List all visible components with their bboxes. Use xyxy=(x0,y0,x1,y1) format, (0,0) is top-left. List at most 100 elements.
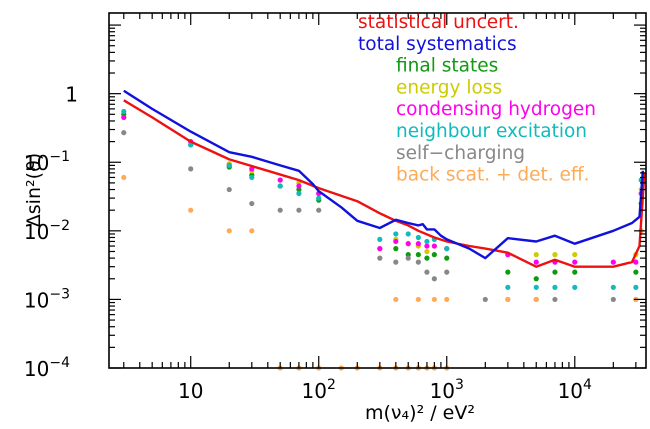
series-layer xyxy=(121,108,644,371)
axis-ticks xyxy=(109,13,646,369)
data-point xyxy=(296,207,302,213)
data-point xyxy=(316,207,322,213)
legend-entry: condensing hydrogen xyxy=(396,99,596,120)
data-point xyxy=(505,296,511,303)
plot-frame xyxy=(108,12,647,369)
data-point xyxy=(226,162,232,168)
x-tick-label: 10 xyxy=(178,379,203,403)
data-point xyxy=(393,259,399,265)
y-tick-label: 1 xyxy=(65,83,78,107)
data-point xyxy=(505,284,511,290)
y-tick-label: 10−1 xyxy=(24,149,70,175)
data-point xyxy=(121,114,127,121)
legend-entry: back scat. + det. eff. xyxy=(396,165,590,186)
data-point xyxy=(415,252,421,258)
data-point xyxy=(377,236,383,242)
data-point xyxy=(377,246,383,252)
data-point xyxy=(633,284,639,290)
legend-entry: final states xyxy=(396,56,498,77)
data-point xyxy=(424,248,430,255)
axis-tick-labels: 10 102 103 104 10−4 10−3 10−2 10−1 1 xyxy=(24,83,592,403)
data-point xyxy=(552,269,558,275)
data-point xyxy=(393,246,399,252)
x-tick-label: 104 xyxy=(558,377,592,403)
data-point xyxy=(393,231,399,237)
data-point xyxy=(505,269,511,275)
data-point xyxy=(431,243,437,249)
legend-entry: self−charging xyxy=(396,143,525,164)
data-point xyxy=(424,243,430,249)
y-tick-label: 10−3 xyxy=(24,286,70,312)
data-point xyxy=(572,284,578,290)
data-point xyxy=(482,296,488,303)
series-line-1 xyxy=(123,89,644,260)
data-point xyxy=(610,259,616,265)
data-point xyxy=(552,296,558,303)
data-point xyxy=(431,252,437,258)
data-point xyxy=(405,231,411,237)
data-point xyxy=(415,259,421,265)
data-point xyxy=(121,108,127,115)
x-axis-title: m(ν₄)² / eV² xyxy=(365,402,475,424)
data-point xyxy=(610,284,616,290)
data-point xyxy=(249,174,255,181)
data-point xyxy=(121,174,127,181)
data-point xyxy=(431,276,437,282)
data-point xyxy=(572,269,578,275)
data-point xyxy=(121,130,127,136)
data-point xyxy=(610,296,616,303)
data-point xyxy=(533,259,539,265)
legend-entry: total systematics xyxy=(358,34,517,55)
data-point xyxy=(431,296,437,303)
legend: statistical uncert.total systematicsfina… xyxy=(358,12,596,186)
data-point xyxy=(444,255,450,261)
x-tick-label: 103 xyxy=(430,377,464,403)
data-point xyxy=(296,190,302,197)
y-tick-label: 10−4 xyxy=(24,355,70,381)
y-tick-label: 10−2 xyxy=(24,218,70,244)
data-point xyxy=(572,252,578,258)
data-point xyxy=(415,234,421,241)
series-line-0 xyxy=(123,99,646,268)
x-tick-label: 102 xyxy=(302,377,336,403)
data-point xyxy=(444,246,450,252)
data-point xyxy=(533,276,539,282)
data-point xyxy=(296,183,302,189)
lines-layer xyxy=(123,89,646,268)
series-3 xyxy=(121,108,644,290)
legend-entry: energy loss xyxy=(396,77,502,98)
data-point xyxy=(377,255,383,261)
data-point xyxy=(572,259,578,265)
data-point xyxy=(633,259,639,265)
data-point xyxy=(277,177,283,183)
series-5 xyxy=(121,174,644,371)
data-point xyxy=(277,183,283,189)
data-point xyxy=(249,200,255,207)
data-point xyxy=(424,238,430,245)
data-point xyxy=(277,207,283,213)
data-point xyxy=(552,284,558,290)
data-point xyxy=(405,255,411,261)
data-point xyxy=(444,269,450,275)
data-point xyxy=(226,228,232,234)
data-point xyxy=(405,241,411,247)
data-point xyxy=(533,284,539,290)
data-point xyxy=(633,269,639,275)
data-point xyxy=(424,269,430,275)
data-point xyxy=(188,207,194,213)
legend-entry: statistical uncert. xyxy=(358,12,519,33)
data-point xyxy=(415,241,421,247)
data-point xyxy=(533,252,539,258)
data-point xyxy=(444,296,450,303)
y-axis-title: Δsin²(ϑ) xyxy=(23,153,45,227)
data-point xyxy=(424,255,430,261)
data-point xyxy=(393,238,399,245)
legend-entry: neighbour excitation xyxy=(396,121,587,142)
data-point xyxy=(533,296,539,303)
data-point xyxy=(415,296,421,303)
data-point xyxy=(316,195,322,201)
data-point xyxy=(188,166,194,172)
data-point xyxy=(393,296,399,303)
data-point xyxy=(552,252,558,258)
